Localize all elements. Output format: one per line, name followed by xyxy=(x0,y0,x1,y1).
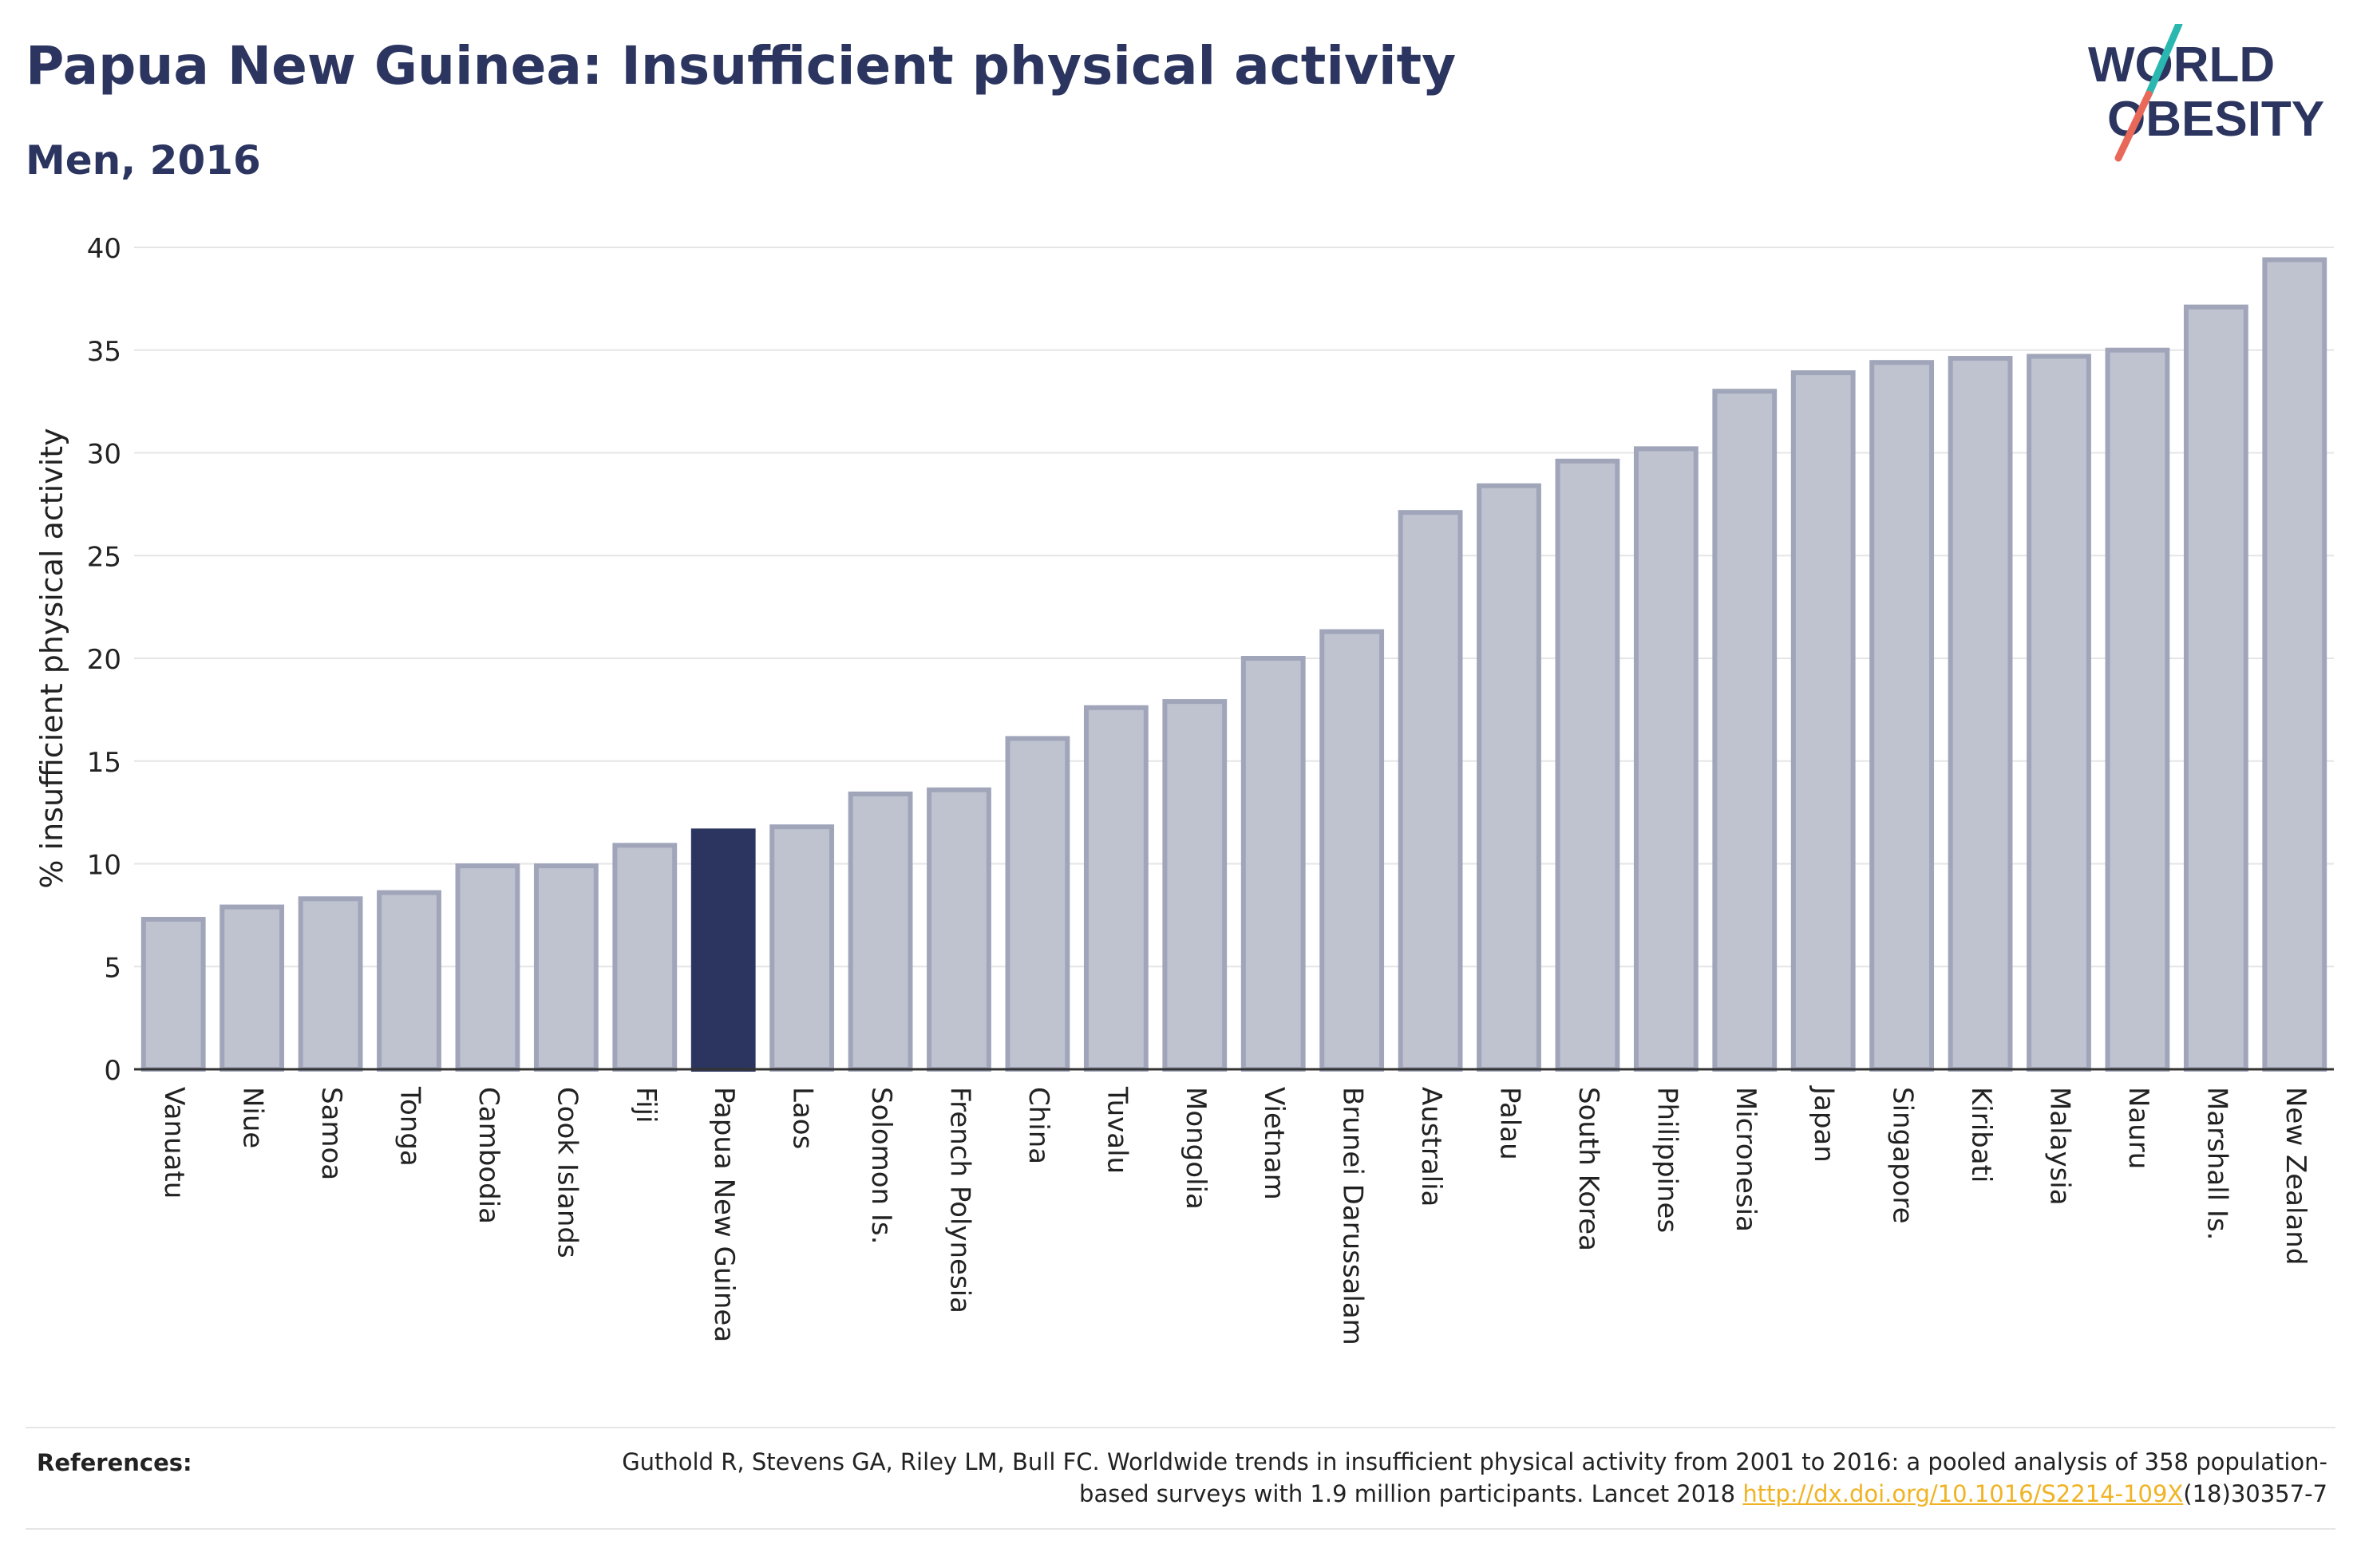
bar-vanuatu xyxy=(140,917,206,1072)
bar-chart: 0 5 10 15 20 25 30 35 40 Vanuatu Niue Samoa Tonga Ca… xyxy=(34,233,2334,1345)
bar-marshall-is- xyxy=(2183,304,2248,1072)
logo-slash-coral xyxy=(2114,90,2153,162)
x-tick-label: Cook Islands xyxy=(551,1087,583,1258)
x-tick-label: Micronesia xyxy=(1730,1087,1762,1232)
logo-slash-teal xyxy=(2145,20,2183,98)
chart-title: Papua New Guinea: Insufficient physical … xyxy=(26,35,1457,97)
bar-brunei-darussalam xyxy=(1319,629,1385,1072)
references-text: Guthold R, Stevens GA, Riley LM, Bull FC… xyxy=(571,1446,2327,1510)
x-tick-label: Australia xyxy=(1415,1087,1447,1207)
x-tick-label: Singapore xyxy=(1887,1087,1919,1224)
y-axis-label: % insufficient physical activity xyxy=(34,428,69,888)
bar-cambodia xyxy=(455,863,520,1072)
bar-singapore xyxy=(1869,360,1935,1072)
x-tick-label: New Zealand xyxy=(2280,1087,2312,1265)
bars xyxy=(140,257,2327,1072)
x-tick-label: Papua New Guinea xyxy=(708,1087,740,1342)
bar-niue xyxy=(219,904,285,1072)
y-axis-ticks: 0 5 10 15 20 25 30 35 40 xyxy=(87,233,121,1087)
bar-kiribati xyxy=(1948,356,2013,1072)
bar-mongolia xyxy=(1162,699,1228,1072)
bar-philippines xyxy=(1633,446,1699,1072)
y-tick-label: 0 xyxy=(104,1055,121,1087)
world-obesity-logo: WORLD OBESITY xyxy=(2075,20,2347,168)
bar-china xyxy=(1005,736,1070,1072)
x-tick-label: Mongolia xyxy=(1180,1087,1212,1210)
references-suffix: (18)30357-7 xyxy=(2183,1480,2327,1507)
x-tick-label: Samoa xyxy=(315,1087,347,1180)
x-tick-label: Marshall Is. xyxy=(2201,1087,2232,1241)
references-footer: References: Guthold R, Stevens GA, Riley… xyxy=(26,1427,2335,1530)
bar-australia xyxy=(1398,510,1463,1072)
x-tick-label: Palau xyxy=(1494,1087,1526,1160)
chart-subtitle: Men, 2016 xyxy=(26,137,261,184)
references-citation: Guthold R, Stevens GA, Riley LM, Bull FC… xyxy=(622,1448,2327,1507)
references-doi-link[interactable]: http://dx.doi.org/10.1016/S2214-109X xyxy=(1742,1480,2184,1507)
bar-tonga xyxy=(377,890,441,1072)
x-tick-label: Vietnam xyxy=(1258,1087,1290,1200)
bar-tuvalu xyxy=(1083,705,1149,1072)
bar-malaysia xyxy=(2027,353,2091,1072)
bar-nauru xyxy=(2105,347,2170,1072)
bar-japan xyxy=(1790,370,1856,1072)
bar-fiji xyxy=(612,843,678,1072)
y-tick-label: 10 xyxy=(87,850,121,882)
y-tick-label: 20 xyxy=(87,644,121,676)
x-axis-ticks: Vanuatu Niue Samoa Tonga Cambodia Cook Island… xyxy=(158,1085,2312,1345)
y-tick-label: 35 xyxy=(87,336,121,368)
bar-cook-islands xyxy=(533,863,599,1072)
x-tick-label: Cambodia xyxy=(473,1087,504,1224)
logo-line1: WORLD xyxy=(2088,38,2275,93)
x-tick-label: Solomon Is. xyxy=(865,1087,897,1244)
x-tick-label: Malaysia xyxy=(2044,1087,2076,1206)
y-tick-label: 25 xyxy=(87,541,121,573)
bar-south-korea xyxy=(1555,458,1620,1072)
x-tick-label: Fiji xyxy=(630,1087,662,1123)
y-tick-label: 30 xyxy=(87,439,121,471)
y-tick-label: 40 xyxy=(87,233,121,265)
x-tick-label: Tuvalu xyxy=(1101,1086,1133,1174)
x-tick-label: Tonga xyxy=(394,1086,426,1167)
bar-french-polynesia xyxy=(927,787,991,1072)
x-tick-label: Niue xyxy=(237,1087,269,1148)
x-tick-label: French Polynesia xyxy=(944,1087,976,1313)
x-tick-label: China xyxy=(1022,1087,1054,1164)
x-tick-label: Vanuatu xyxy=(158,1087,190,1199)
x-tick-label: Kiribati xyxy=(1965,1087,1997,1183)
bar-solomon-is- xyxy=(848,791,913,1072)
x-tick-label: Nauru xyxy=(2122,1087,2154,1169)
bar-new-zealand xyxy=(2262,257,2327,1072)
x-tick-label: Japan xyxy=(1808,1085,1840,1163)
bar-samoa xyxy=(298,896,363,1072)
bar-vietnam xyxy=(1240,656,1306,1072)
bar-laos xyxy=(769,824,835,1072)
bar-papua-new-guinea xyxy=(690,828,756,1072)
y-tick-label: 5 xyxy=(104,952,121,984)
bar-micronesia xyxy=(1712,389,1778,1072)
bar-palau xyxy=(1477,483,1541,1072)
x-tick-label: Philippines xyxy=(1651,1087,1683,1233)
references-label: References: xyxy=(37,1449,192,1476)
x-tick-label: Brunei Darussalam xyxy=(1337,1087,1369,1345)
y-tick-label: 15 xyxy=(87,747,121,779)
x-tick-label: Laos xyxy=(787,1087,819,1149)
x-tick-label: South Korea xyxy=(1572,1087,1604,1251)
